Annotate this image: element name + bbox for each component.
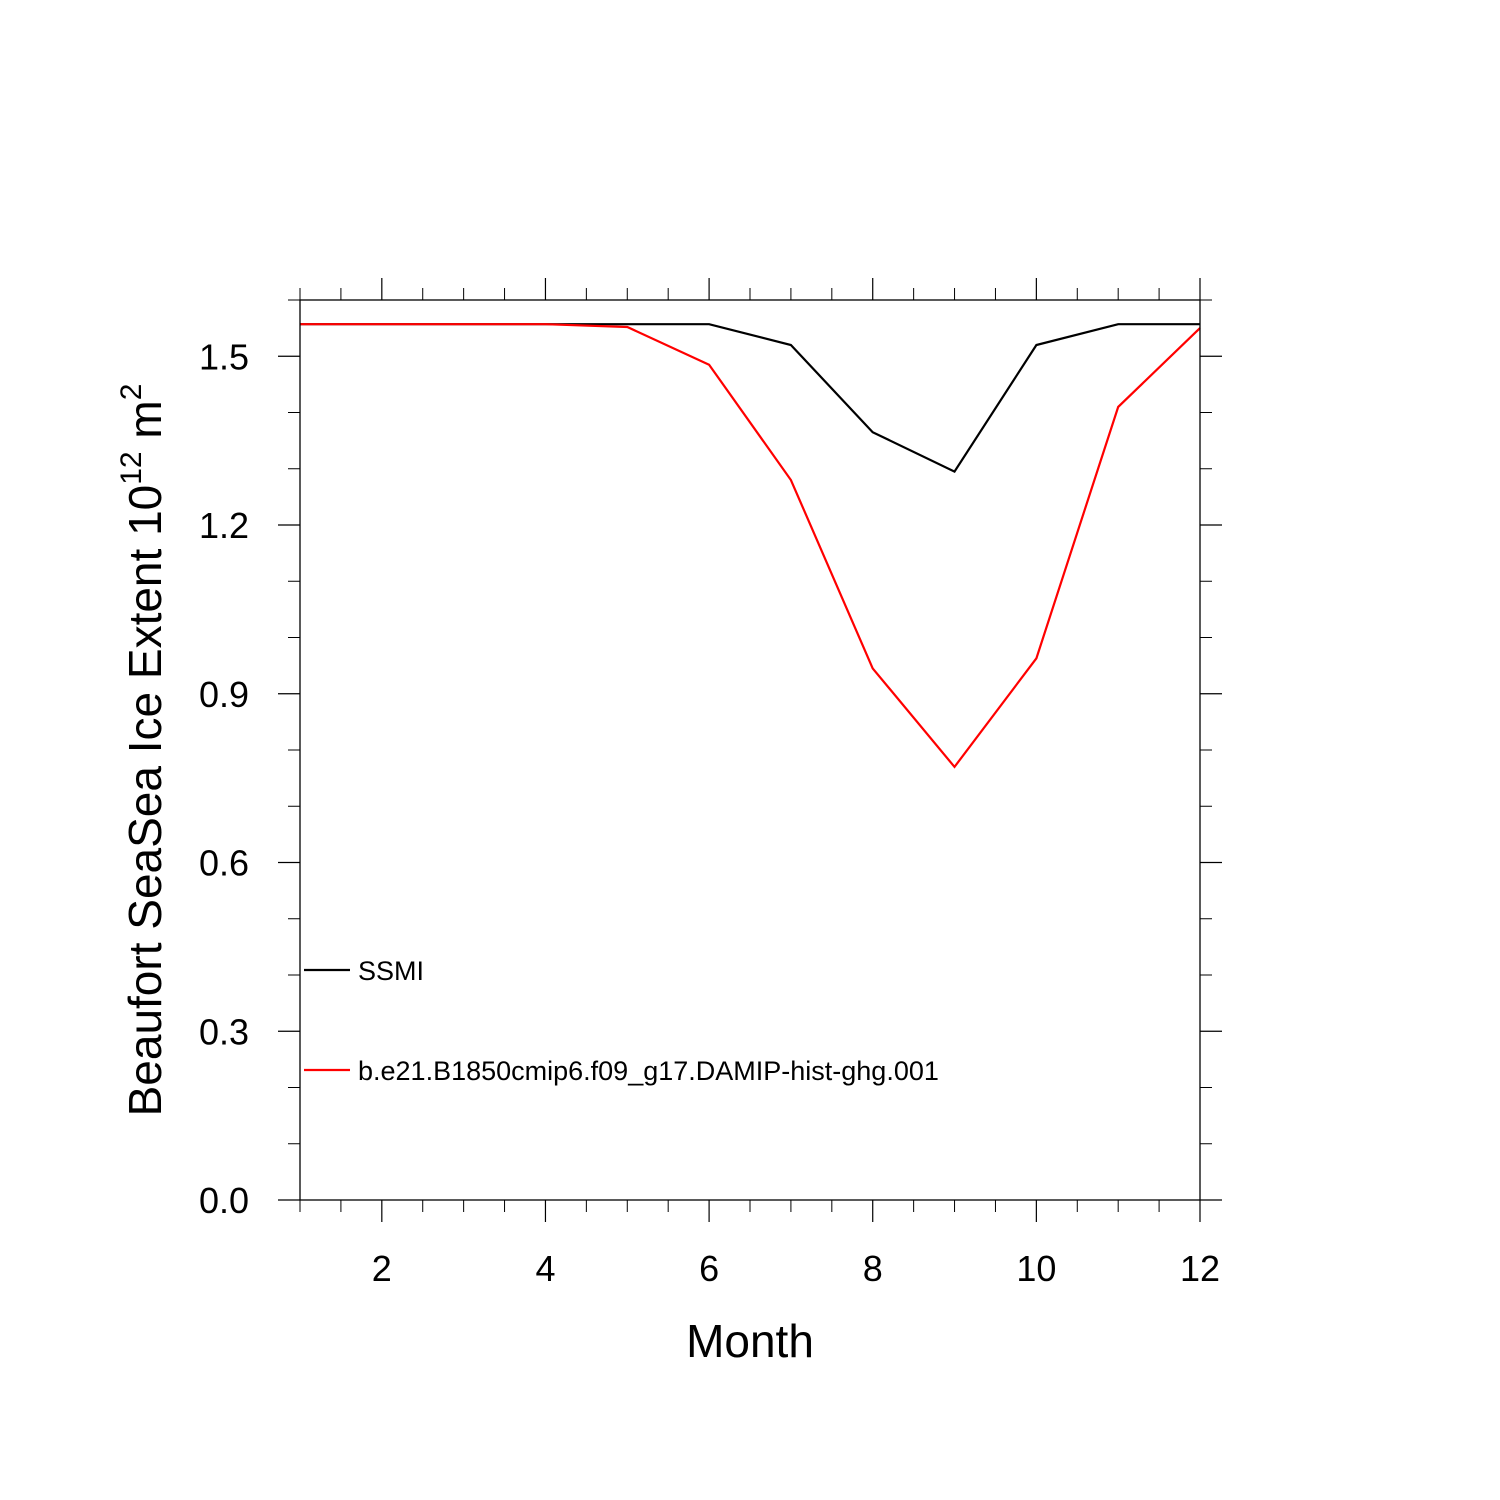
series-layer <box>300 323 1201 769</box>
x-tick-label: 8 <box>863 1248 883 1289</box>
legend-label: SSMI <box>358 956 424 986</box>
x-tick-label: 10 <box>1016 1248 1056 1289</box>
legend-label: b.e21.B1850cmip6.f09_g17.DAMIP-hist-ghg.… <box>358 1056 939 1086</box>
major-ticks <box>278 278 1222 1222</box>
y-tick-label: 0.0 <box>199 1180 249 1221</box>
plot-frame <box>299 299 1201 1201</box>
y-tick-label: 1.5 <box>199 336 249 377</box>
y-axis-label-unit-exponent: 2 <box>115 384 148 401</box>
x-tick-label: 12 <box>1180 1248 1220 1289</box>
x-tick-label: 2 <box>372 1248 392 1289</box>
y-tick-label: 0.9 <box>199 674 249 715</box>
y-axis-label-unit: m <box>119 400 171 451</box>
y-axis-label-exponent: 12 <box>115 451 148 484</box>
y-axis-label-main: Beaufort SeaSea Ice Extent 10 <box>119 485 171 1117</box>
x-tick-labels: 2 4 6 8 10 12 <box>372 1248 1220 1289</box>
minor-ticks <box>288 288 1212 1212</box>
x-tick-label: 6 <box>699 1248 719 1289</box>
y-tick-labels: 0.0 0.3 0.6 0.9 1.2 1.5 <box>199 336 249 1221</box>
legend: SSMI b.e21.B1850cmip6.f09_g17.DAMIP-hist-… <box>304 956 939 1086</box>
y-axis-label: Beaufort SeaSea Ice Extent 1012 m2 <box>115 384 171 1117</box>
x-axis-label: Month <box>686 1315 814 1367</box>
y-tick-label: 1.2 <box>199 505 249 546</box>
series-line-model <box>300 323 1201 769</box>
y-tick-label: 0.3 <box>199 1011 249 1052</box>
x-tick-label: 4 <box>535 1248 555 1289</box>
y-tick-label: 0.6 <box>199 843 249 884</box>
series-line-ssmi <box>300 323 1200 474</box>
